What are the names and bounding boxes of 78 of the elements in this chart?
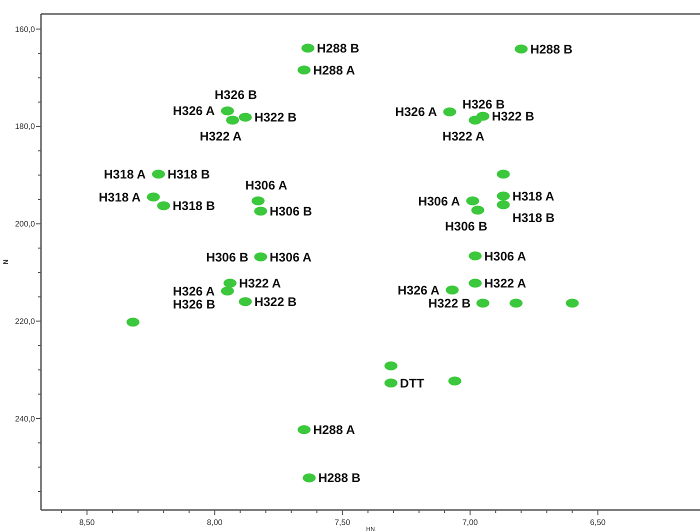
annotation: H306 B — [206, 250, 248, 264]
annotation: H322 B — [254, 110, 297, 125]
annotation: H318 A — [512, 189, 554, 204]
x-tick-label: 8,00 — [206, 518, 224, 527]
annotation: H306 A — [484, 249, 526, 264]
annotation: H306 A — [270, 250, 312, 264]
y-tick-label: 160,0 — [14, 24, 36, 34]
x-tick-label: 7,00 — [462, 518, 478, 527]
annotation: H322 B — [428, 296, 471, 311]
annotation: H322 A — [239, 276, 281, 291]
annotation: H318 A — [98, 190, 141, 204]
point — [443, 107, 456, 116]
point — [224, 278, 237, 288]
point — [157, 201, 170, 210]
annotation: H318 B — [167, 168, 210, 182]
annotation: H326 A — [172, 284, 215, 298]
point — [226, 116, 240, 125]
annotation: H322 B — [254, 295, 297, 310]
point — [476, 112, 490, 121]
annotation: H326 B — [214, 88, 258, 102]
point — [126, 318, 140, 327]
annotation: H326 A — [172, 104, 215, 118]
x-tick-label: 6,50 — [590, 518, 606, 527]
point — [471, 206, 484, 215]
x-tick-label: 8,50 — [79, 518, 96, 527]
point — [238, 112, 252, 122]
y-tick-label: 180,0 — [14, 122, 36, 132]
point — [254, 252, 268, 262]
annotation: H322 A — [484, 276, 526, 291]
point — [468, 278, 482, 288]
annotation: DTT — [400, 376, 425, 390]
annotation: H322 A — [200, 129, 242, 144]
point — [446, 285, 459, 294]
annotation: H306 A — [245, 178, 288, 192]
point — [476, 298, 490, 308]
annotation: H318 A — [104, 168, 146, 182]
annotation: H326 A — [398, 283, 440, 298]
point — [298, 425, 311, 434]
annotation: H326 B — [462, 97, 505, 112]
point — [510, 298, 523, 308]
point — [496, 200, 510, 210]
y-tick-label: 220,0 — [14, 316, 36, 326]
point — [566, 298, 579, 308]
x-tick-label: 7,50 — [334, 518, 351, 527]
annotation: H306 B — [444, 220, 488, 234]
annotation: H288 A — [313, 63, 356, 78]
point — [448, 376, 462, 386]
annotation: H318 B — [172, 199, 215, 214]
annotation: H322 B — [492, 110, 534, 124]
y-tick-label: 200,0 — [14, 220, 36, 229]
annotation: H288 B — [530, 42, 573, 56]
point — [254, 206, 268, 216]
point — [302, 473, 316, 482]
annotation: H326 B — [172, 297, 216, 312]
y-tick-label: 240,0 — [14, 414, 36, 424]
annotation: H322 A — [442, 129, 484, 144]
point — [301, 44, 314, 53]
point — [384, 378, 398, 388]
point — [298, 65, 311, 74]
point — [514, 44, 528, 54]
point — [252, 196, 265, 206]
point — [384, 361, 398, 370]
point — [220, 106, 234, 116]
annotation: H288 A — [313, 423, 356, 438]
point — [496, 170, 510, 179]
annotation: H288 B — [318, 471, 361, 486]
point — [496, 192, 510, 201]
annotation: H326 A — [395, 105, 438, 120]
point — [152, 170, 165, 179]
point — [238, 297, 252, 306]
point — [146, 192, 160, 202]
annotation: H288 B — [316, 41, 360, 56]
point — [468, 251, 482, 260]
annotation: H306 A — [418, 194, 460, 208]
annotation: H318 B — [512, 211, 555, 226]
point — [466, 196, 480, 206]
point — [220, 286, 234, 296]
annotation: H306 B — [270, 204, 312, 219]
